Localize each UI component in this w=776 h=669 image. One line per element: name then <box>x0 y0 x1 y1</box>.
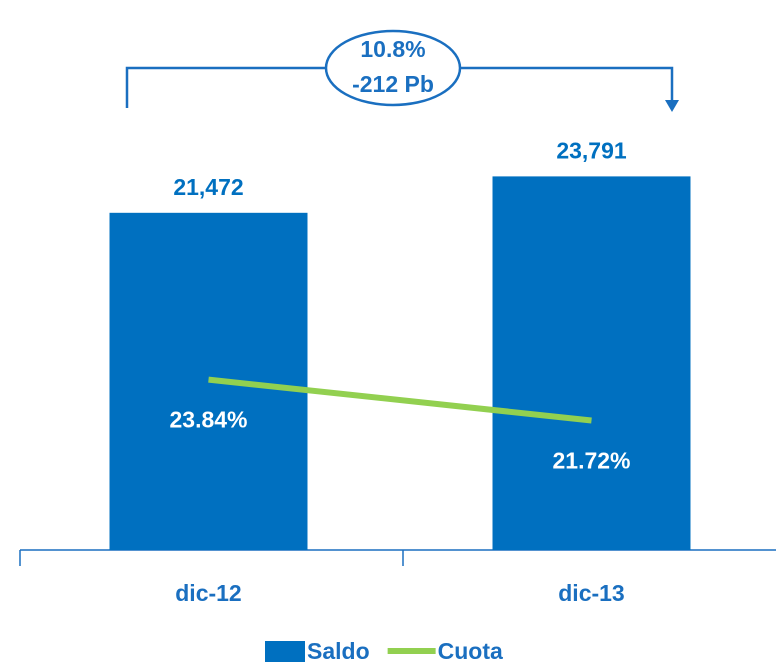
legend-swatch <box>265 641 305 662</box>
annotation-bubble <box>324 29 462 107</box>
annotation: 10.8% <box>360 36 425 62</box>
legend-label: Cuota <box>438 638 503 664</box>
x-tick-label: dic-13 <box>558 580 624 606</box>
line-value-label: 21.72% <box>552 448 630 474</box>
bracket-arrow <box>665 100 679 112</box>
bar-value-label: 23,791 <box>556 137 627 163</box>
line-value-label: 23.84% <box>169 407 247 433</box>
legend-label: Saldo <box>307 638 370 664</box>
bar <box>492 176 691 550</box>
annotation: -212 Pb <box>352 71 434 97</box>
line <box>208 376 592 424</box>
bar-value-label: 21,472 <box>173 174 243 200</box>
x-tick-label: dic-12 <box>175 580 241 606</box>
change-bracket <box>125 66 674 108</box>
